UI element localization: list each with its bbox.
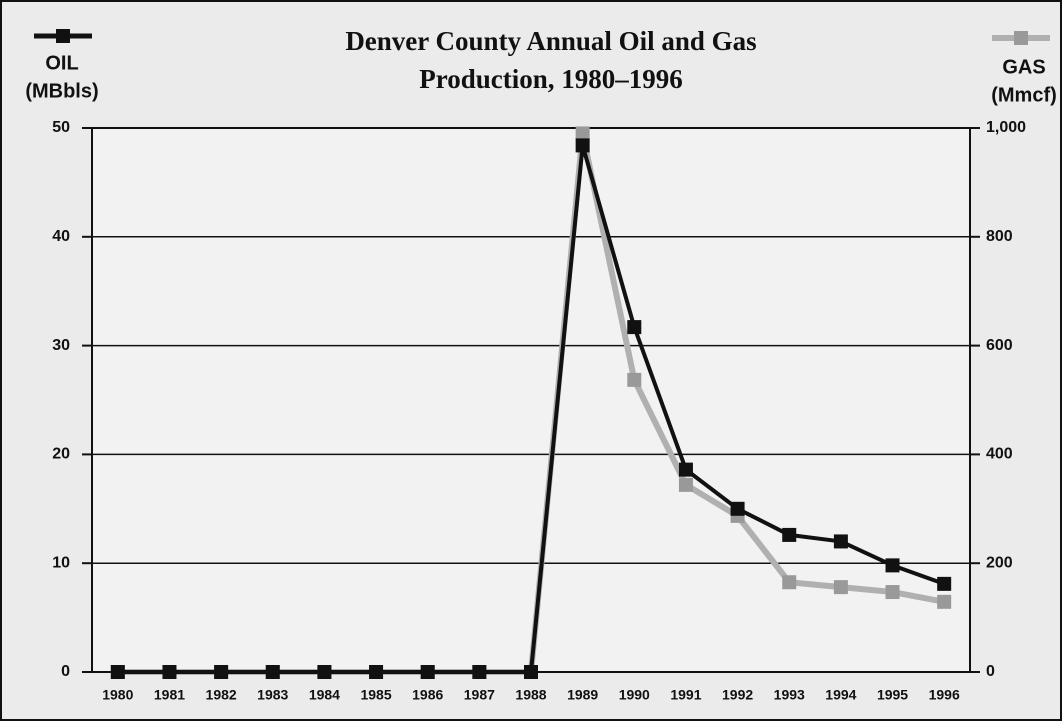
data-point — [265, 665, 280, 679]
data-point — [317, 665, 332, 679]
data-point — [162, 665, 177, 679]
data-point — [782, 575, 797, 590]
y2-tick-label: 800 — [986, 228, 1013, 245]
data-point — [782, 527, 797, 542]
legend-label: GAS — [1002, 56, 1045, 78]
x-tick-label: 1996 — [929, 687, 960, 703]
data-point — [885, 585, 900, 600]
y2-tick-label: 600 — [986, 337, 1013, 354]
chart-title: Production, 1980–1996 — [419, 64, 683, 94]
legend-label: OIL — [45, 52, 78, 74]
x-tick-label: 1986 — [412, 687, 443, 703]
y2-tick-label: 0 — [986, 663, 995, 680]
x-tick-label: 1991 — [670, 687, 701, 703]
data-point — [524, 665, 538, 679]
data-point — [575, 126, 590, 141]
data-point — [678, 462, 693, 477]
data-point — [575, 138, 590, 153]
y-tick-label: 20 — [52, 446, 70, 463]
y-axis-label: (MBbls) — [25, 80, 98, 102]
data-point — [730, 501, 745, 516]
x-tick-label: 1988 — [515, 687, 546, 703]
y-tick-label: 0 — [61, 663, 70, 680]
legend-marker — [56, 29, 70, 43]
y2-tick-label: 1,000 — [986, 119, 1026, 136]
data-point — [833, 534, 848, 549]
y2-axis-label: (Mmcf) — [991, 84, 1057, 106]
x-tick-label: 1989 — [567, 687, 598, 703]
x-tick-label: 1994 — [825, 687, 856, 703]
data-point — [472, 665, 487, 679]
plot-area — [91, 127, 971, 673]
legend-marker — [1014, 31, 1028, 45]
x-tick-label: 1984 — [309, 687, 340, 703]
x-tick-label: 1981 — [154, 687, 185, 703]
data-point — [937, 576, 952, 591]
x-tick-label: 1993 — [774, 687, 805, 703]
x-tick-label: 1990 — [619, 687, 650, 703]
data-point — [885, 558, 900, 573]
x-tick-label: 1992 — [722, 687, 753, 703]
data-point — [627, 320, 642, 335]
y-tick-label: 10 — [52, 554, 70, 571]
data-point — [110, 665, 125, 679]
x-tick-label: 1987 — [464, 687, 495, 703]
y-tick-label: 50 — [52, 119, 70, 136]
y2-tick-label: 200 — [986, 554, 1013, 571]
x-tick-label: 1985 — [360, 687, 391, 703]
x-tick-label: 1995 — [877, 687, 908, 703]
data-point — [833, 580, 848, 595]
data-point — [678, 477, 693, 492]
x-tick-label: 1982 — [206, 687, 237, 703]
chart-title: Denver County Annual Oil and Gas — [345, 26, 756, 56]
y-tick-label: 30 — [52, 337, 70, 354]
data-point — [627, 372, 642, 387]
x-tick-label: 1983 — [257, 687, 288, 703]
data-point — [214, 665, 229, 679]
data-point — [420, 665, 435, 679]
x-tick-label: 1980 — [102, 687, 133, 703]
data-point — [937, 594, 952, 609]
y-tick-label: 40 — [52, 228, 70, 245]
y2-tick-label: 400 — [986, 446, 1013, 463]
data-point — [369, 665, 384, 679]
